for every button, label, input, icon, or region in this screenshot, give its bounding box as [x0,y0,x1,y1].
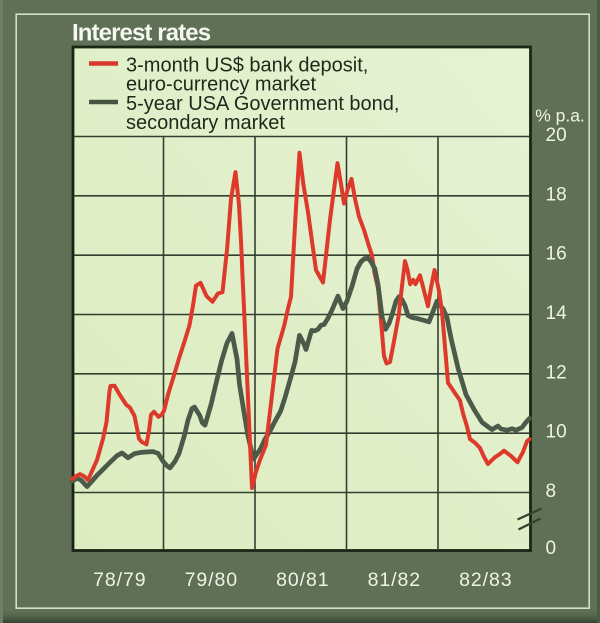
svg-text:18: 18 [546,184,567,205]
svg-text:% p.a.: % p.a. [535,106,585,126]
svg-text:82/83: 82/83 [459,569,512,591]
svg-text:5-year USA Government bond,: 5-year USA Government bond, [126,93,399,115]
svg-text:12: 12 [546,362,567,383]
svg-text:Interest rates: Interest rates [72,20,211,47]
svg-text:20: 20 [546,125,567,146]
svg-text:secondary market: secondary market [126,112,285,134]
svg-text:0: 0 [546,538,557,559]
svg-text:80/81: 80/81 [276,569,329,591]
svg-text:10: 10 [546,422,567,443]
svg-text:16: 16 [546,244,567,265]
svg-text:3-month US$ bank deposit,: 3-month US$ bank deposit, [126,55,368,77]
svg-text:euro-currency market: euro-currency market [126,74,317,96]
svg-text:78/79: 78/79 [93,569,146,591]
svg-text:14: 14 [546,303,568,324]
svg-text:81/82: 81/82 [368,569,421,591]
svg-text:79/80: 79/80 [185,569,238,591]
svg-text:8: 8 [546,481,557,502]
